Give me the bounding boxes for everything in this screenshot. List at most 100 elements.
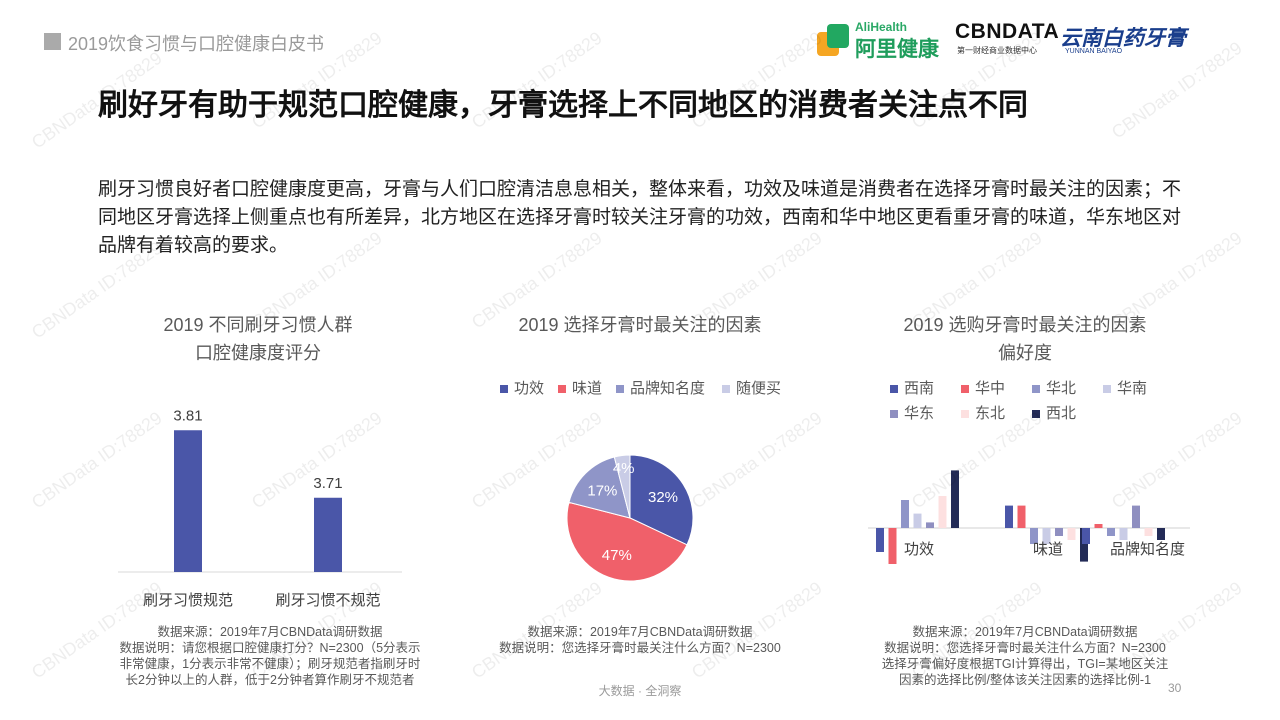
note-line: 数据来源：2019年7月CBNData调研数据: [912, 625, 1138, 639]
tgi-category-label: 功效: [904, 541, 934, 558]
tgi-category-label: 品牌知名度: [1110, 541, 1185, 558]
pie-value-label: 47%: [602, 547, 632, 564]
bar-category-label: 刷牙习惯不规范: [275, 592, 380, 609]
legend-label: 味道: [572, 380, 603, 397]
bar-chart-title-line1: 2019 不同刷牙习惯人群: [163, 315, 353, 335]
pie-legend-item: 随便买: [722, 377, 781, 398]
note-line: 数据说明：请您根据口腔健康打分？N=2300（5分表示: [119, 641, 421, 655]
tgi-chart-title: 2019 选购牙膏时最关注的因素 偏好度: [870, 311, 1180, 367]
pie-value-label: 32%: [648, 489, 678, 506]
pie-slice: [613, 454, 631, 519]
tgi-bar: [938, 496, 947, 528]
bar-value-label: 3.71: [313, 475, 342, 492]
tgi-legend-item: 西南: [890, 377, 934, 398]
legend-label: 东北: [975, 405, 1006, 422]
note-line: 长2分钟以上的人群，低于2分钟者算作刷牙不规范者: [125, 673, 415, 687]
tgi-legend-item: 西北: [1032, 402, 1076, 423]
tgi-chart-title-line2: 偏好度: [998, 343, 1052, 363]
alihealth-logo-cn: 阿里健康: [855, 38, 939, 61]
legend-label: 华东: [904, 405, 935, 422]
bar: [174, 430, 202, 572]
yunnan-baiyao-logo-sub: YUNNAN BAIYAO: [1065, 48, 1123, 55]
pie-chart-title: 2019 选择牙膏时最关注的因素: [518, 315, 762, 335]
tgi-bar: [1042, 528, 1051, 544]
bar-category-label: 刷牙习惯规范: [143, 592, 233, 609]
tgi-legend-item: 东北: [961, 402, 1005, 423]
tgi-bar: [876, 528, 884, 552]
legend-label: 功效: [514, 380, 545, 397]
pie-legend-item: 功效: [500, 377, 544, 398]
yunnan-baiyao-logo: 云南白药牙膏: [1060, 25, 1186, 50]
pie-slice: [629, 454, 694, 546]
report-title: 2019饮食习惯与口腔健康白皮书: [68, 34, 325, 54]
legend-label: 随便买: [736, 380, 782, 397]
bar-chart-note: 数据来源：2019年7月CBNData调研数据 数据说明：请您根据口腔健康打分？…: [90, 624, 450, 688]
pie-value-label: 17%: [587, 482, 617, 499]
cbndata-logo-sub: 第一财经商业数据中心: [957, 46, 1037, 55]
bar: [314, 497, 342, 572]
pie-legend-item: 味道: [558, 377, 602, 398]
pie-value-label: 4%: [613, 460, 635, 477]
tgi-bar: [1080, 528, 1088, 562]
tgi-legend-item: 华东: [890, 402, 934, 423]
bar-chart: 3.81 刷牙习惯规范 3.71 刷牙习惯不规范: [118, 407, 402, 609]
tgi-chart-note: 数据来源：2019年7月CBNData调研数据 数据说明：您选择牙膏时最关注什么…: [850, 624, 1200, 688]
tgi-bar: [901, 500, 909, 528]
bar-chart-title: 2019 不同刷牙习惯人群 口腔健康度评分: [118, 311, 398, 367]
tgi-legend-item: 华北: [1032, 377, 1076, 398]
tgi-bar: [926, 522, 934, 528]
tgi-legend-item: 华中: [961, 377, 1005, 398]
note-line: 数据说明：您选择牙膏时最关注什么方面？N=2300: [499, 641, 781, 655]
tgi-legend-item: 华南: [1103, 377, 1147, 398]
legend-label: 品牌知名度: [630, 380, 706, 397]
tgi-bar: [1094, 524, 1103, 528]
alihealth-logo-icon: [817, 24, 849, 56]
tgi-bar: [951, 470, 959, 528]
tgi-chart-title-line1: 2019 选购牙膏时最关注的因素: [903, 315, 1147, 335]
tgi-bar: [1055, 528, 1063, 536]
tgi-bar: [913, 513, 922, 528]
note-line: 非常健康，1分表示非常不健康）；刷牙规范者指刷牙时: [119, 657, 421, 671]
pie-slice: [566, 501, 688, 582]
tgi-bar: [1132, 505, 1140, 528]
tgi-chart: 功效 味道 品牌知名度: [868, 470, 1190, 564]
tgi-bar: [1005, 505, 1013, 528]
watermark: CBNData ID:78829: [687, 407, 826, 513]
intro-paragraph: 刷牙习惯良好者口腔健康度更高，牙膏与人们口腔清洁息息相关，整体来看，功效及味道是…: [98, 179, 1182, 256]
alihealth-logo-en: AliHealth: [855, 20, 908, 34]
legend-label: 华北: [1046, 380, 1077, 397]
tgi-legend: 西南 华中 华北 华南 华东 东北 西北: [890, 377, 1190, 423]
bar-value-label: 3.81: [173, 407, 202, 424]
tgi-bar: [1030, 528, 1038, 544]
footer-tagline: 大数据 · 全洞察: [598, 684, 682, 698]
cbndata-logo: CBNDATA: [955, 20, 1060, 43]
tgi-bar: [1157, 528, 1165, 540]
logo-bar: AliHealth 阿里健康 CBNDATA 第一财经商业数据中心 云南白药牙膏…: [815, 18, 1205, 62]
tgi-bar: [1067, 528, 1076, 540]
page-number: 30: [1168, 681, 1182, 695]
pie-slice: [568, 456, 631, 519]
legend-label: 西北: [1046, 405, 1077, 422]
bar-chart-title-line2: 口腔健康度评分: [195, 343, 321, 363]
page-title: 刷好牙有助于规范口腔健康，牙膏选择上不同地区的消费者关注点不同: [98, 89, 1028, 122]
note-line: 选择牙膏偏好度根据TGI计算得出，TGI=某地区关注: [881, 657, 1169, 671]
note-line: 数据说明：您选择牙膏时最关注什么方面？N=2300: [884, 641, 1166, 655]
pie-legend-item: 品牌知名度: [616, 377, 705, 398]
pie-chart: 32% 47% 17% 4%: [566, 454, 694, 582]
pie-legend: 功效 味道 品牌知名度 随便买: [500, 377, 800, 397]
legend-label: 华中: [975, 380, 1006, 397]
note-line: 数据来源：2019年7月CBNData调研数据: [157, 625, 383, 639]
legend-label: 华南: [1117, 380, 1148, 397]
note-line: 数据来源：2019年7月CBNData调研数据: [527, 625, 753, 639]
tgi-bar: [1017, 505, 1026, 528]
tgi-bar: [1107, 528, 1115, 536]
tgi-bar: [1144, 528, 1153, 536]
tgi-bar: [1082, 528, 1090, 544]
tgi-bar: [888, 528, 897, 564]
header-square: [44, 33, 61, 50]
legend-label: 西南: [904, 380, 935, 397]
pie-chart-note: 数据来源：2019年7月CBNData调研数据 数据说明：您选择牙膏时最关注什么…: [460, 624, 820, 656]
tgi-category-label: 味道: [1033, 541, 1063, 558]
tgi-bar: [1119, 528, 1128, 540]
note-line: 因素的选择比例/整体该关注因素的选择比例-1: [898, 673, 1152, 687]
